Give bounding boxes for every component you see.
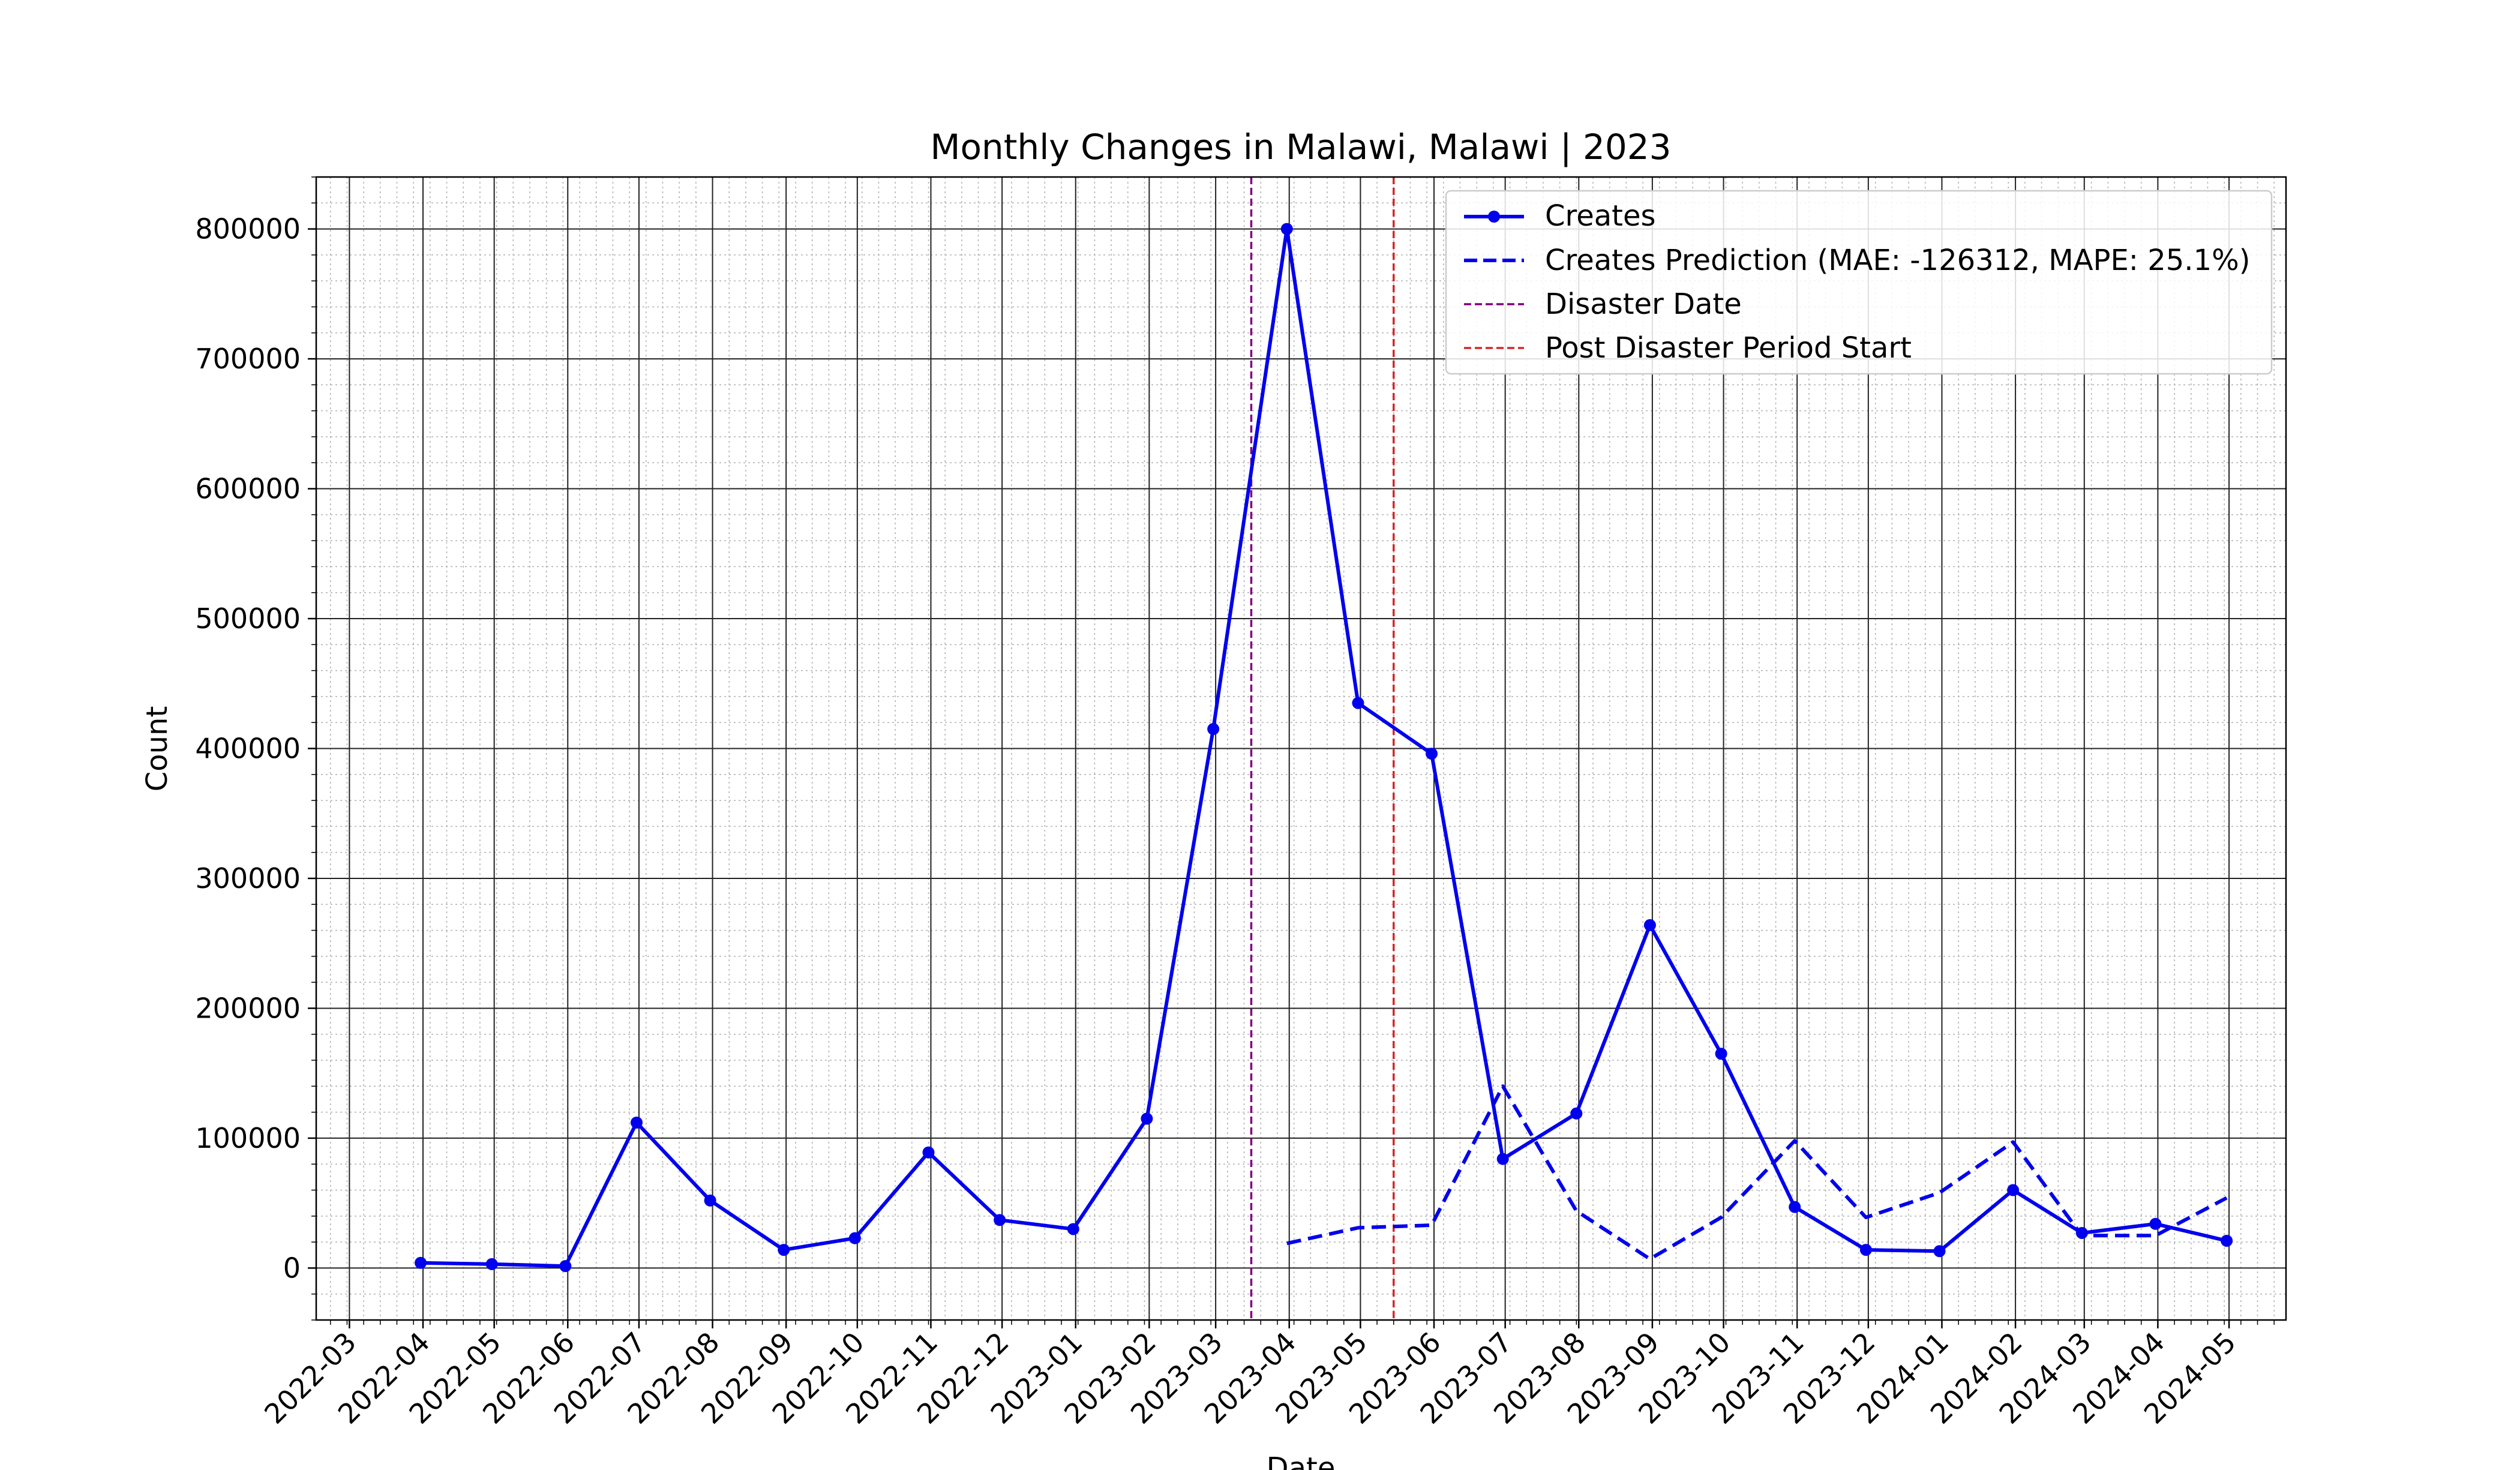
legend-post-disaster-label: Post Disaster Period Start bbox=[1545, 331, 1912, 365]
y-tick-label: 400000 bbox=[195, 733, 301, 765]
creates-point bbox=[994, 1214, 1006, 1226]
y-tick-label: 300000 bbox=[195, 862, 301, 895]
creates-point bbox=[778, 1244, 790, 1256]
creates-point bbox=[630, 1116, 643, 1129]
reference-lines bbox=[1250, 177, 1395, 1320]
creates-point bbox=[485, 1258, 498, 1270]
creates-point bbox=[1426, 748, 1438, 760]
y-tick-label: 0 bbox=[283, 1252, 301, 1284]
creates-point bbox=[1570, 1107, 1583, 1120]
creates-point bbox=[2007, 1184, 2020, 1196]
creates-point bbox=[1067, 1223, 1079, 1235]
y-tick-label: 200000 bbox=[195, 992, 301, 1024]
axis-ticks bbox=[308, 176, 2275, 1328]
creates-point bbox=[1496, 1153, 1509, 1165]
creates-point bbox=[1789, 1201, 1801, 1213]
creates-point bbox=[922, 1146, 935, 1159]
legend-creates-label: Creates bbox=[1545, 199, 1656, 233]
creates-point bbox=[1207, 723, 1220, 736]
legend-box bbox=[1445, 190, 2273, 375]
creates-point bbox=[1352, 697, 1364, 709]
creates-point bbox=[1859, 1244, 1872, 1256]
legend-disaster-date-label: Disaster Date bbox=[1545, 287, 1742, 321]
legend-creates-marker bbox=[1488, 211, 1500, 223]
creates-point bbox=[415, 1256, 427, 1269]
creates-point bbox=[1643, 919, 1656, 931]
creates-point bbox=[1715, 1048, 1727, 1060]
creates-point bbox=[2221, 1234, 2233, 1247]
legend-prediction-label: Creates Prediction (MAE: -126312, MAPE: … bbox=[1545, 244, 2250, 277]
y-tick-label: 500000 bbox=[195, 602, 301, 635]
creates-point bbox=[1280, 223, 1293, 235]
y-axis-label: Count bbox=[140, 706, 174, 792]
y-tick-label: 100000 bbox=[195, 1122, 301, 1154]
series-layer bbox=[415, 223, 2233, 1273]
creates-point bbox=[1141, 1112, 1153, 1125]
prediction-line bbox=[1286, 1084, 2228, 1261]
creates-point bbox=[559, 1260, 572, 1273]
creates-point bbox=[1933, 1245, 1946, 1258]
x-axis-label: Date bbox=[1267, 1451, 1336, 1470]
y-tick-label: 800000 bbox=[195, 213, 301, 245]
y-tick-label: 600000 bbox=[195, 473, 301, 505]
creates-point bbox=[848, 1232, 861, 1244]
chart-title: Monthly Changes in Malawi, Malawi | 2023 bbox=[930, 127, 1671, 167]
creates-point bbox=[2149, 1217, 2162, 1230]
legend: Creates Creates Prediction (MAE: -126312… bbox=[1445, 190, 2273, 375]
creates-point bbox=[704, 1194, 716, 1207]
y-tick-label: 700000 bbox=[195, 343, 301, 375]
creates-line bbox=[420, 227, 2227, 1268]
